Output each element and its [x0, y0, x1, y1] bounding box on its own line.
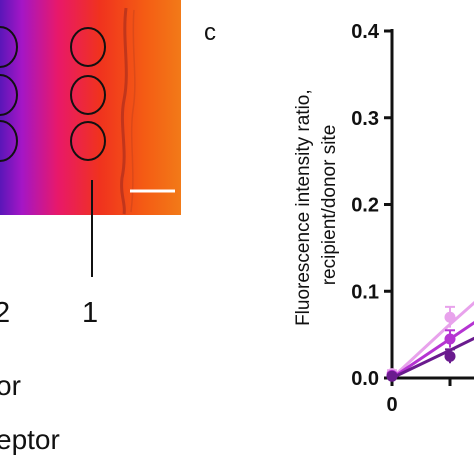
data-point [444, 350, 456, 362]
roi-circle [70, 121, 106, 161]
legend-fragment-acceptor: eptor [0, 424, 60, 455]
panel-label-c: c [204, 19, 216, 46]
roi-circles-site-1 [70, 27, 106, 161]
roi-circle [70, 27, 106, 67]
y-axis-title: Fluorescence intensity ratio, recipient/… [293, 84, 340, 326]
y-axis-title-line-2: recipient/donor site [319, 125, 340, 286]
y-tick-label: 0.1 [351, 281, 379, 303]
roi-circle [0, 74, 18, 116]
series-fit-line [391, 321, 474, 380]
y-tick-label: 0.2 [351, 195, 379, 217]
micrograph-image [0, 0, 181, 215]
series-fit-line [390, 301, 474, 380]
data-point [444, 311, 456, 323]
legend-fragment-donor: or [0, 370, 21, 401]
series-fit-line [391, 336, 474, 380]
series-3 [386, 336, 474, 382]
site-label-1: 1 [82, 297, 98, 329]
tissue-edge-line [120, 7, 128, 215]
data-point [444, 333, 456, 345]
tissue-edge-line-faint [130, 9, 136, 213]
y-tick-label: 0.4 [351, 21, 380, 43]
data-point [386, 370, 398, 382]
series-2 [386, 321, 474, 381]
x-tick-label: 0 [386, 394, 397, 416]
roi-circles-site-2 [0, 26, 18, 162]
y-tick-label: 0.3 [351, 108, 379, 130]
roi-circle [0, 26, 18, 68]
y-tick-label: 0.0 [351, 368, 379, 390]
micrograph-panel: 2 1 or eptor [0, 0, 181, 455]
site-label-2: 2 [0, 297, 10, 329]
roi-circle [0, 120, 18, 162]
roi-circle [70, 75, 106, 115]
chart-area: 0.0 0.1 0.2 0.3 0.4 0 [351, 21, 474, 416]
y-axis-title-line-1: Fluorescence intensity ratio, [293, 89, 314, 326]
